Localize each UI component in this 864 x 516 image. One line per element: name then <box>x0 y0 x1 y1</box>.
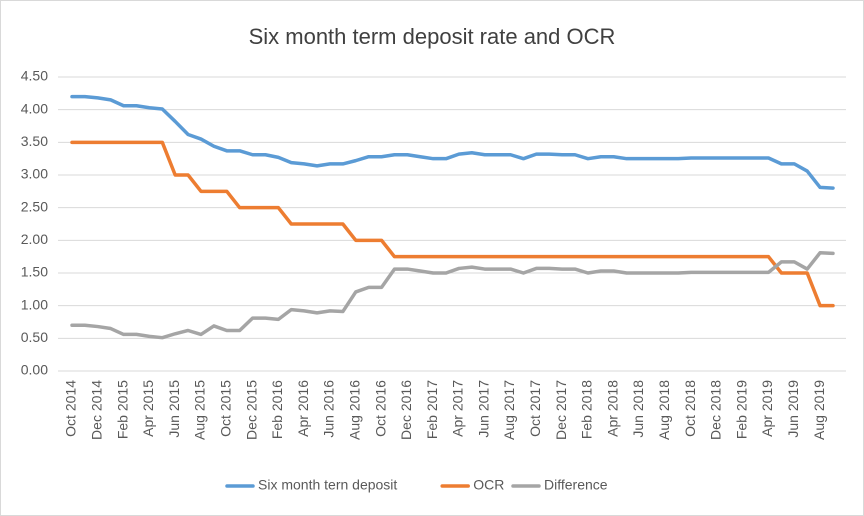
x-tick-label: Feb 2019 <box>733 380 749 439</box>
x-tick-label: Oct 2018 <box>682 380 698 437</box>
y-tick-label: 2.00 <box>21 231 48 247</box>
x-tick-label: Apr 2016 <box>295 380 311 437</box>
chart-title: Six month term deposit rate and OCR <box>249 24 616 49</box>
series-line <box>70 140 835 308</box>
x-tick-label: Apr 2018 <box>604 380 620 437</box>
x-tick-label: Feb 2015 <box>114 380 130 439</box>
x-tick-label: Feb 2017 <box>424 380 440 439</box>
x-tick-label: Jun 2017 <box>475 380 491 438</box>
series-line <box>70 251 835 340</box>
x-tick-label: Jun 2015 <box>166 380 182 438</box>
y-tick-label: 4.00 <box>21 100 48 116</box>
x-tick-label: Oct 2016 <box>372 380 388 437</box>
y-tick-label: 1.50 <box>21 264 48 280</box>
x-tick-label: Aug 2018 <box>656 380 672 440</box>
x-tick-label: Aug 2017 <box>501 380 517 440</box>
x-tick-label: Aug 2015 <box>192 380 208 440</box>
x-tick-label: Oct 2017 <box>527 380 543 437</box>
x-tick-label: Dec 2017 <box>553 380 569 440</box>
y-tick-label: 2.50 <box>21 198 48 214</box>
x-tick-label: Oct 2015 <box>217 380 233 437</box>
y-tick-label: 0.50 <box>21 329 48 345</box>
legend-label: Difference <box>544 477 608 493</box>
y-tick-label: 4.50 <box>21 68 48 84</box>
x-tick-label: Dec 2014 <box>88 380 104 440</box>
y-tick-label: 3.50 <box>21 133 48 149</box>
x-tick-label: Jun 2018 <box>630 380 646 438</box>
x-tick-label: Dec 2016 <box>398 380 414 440</box>
x-tick-label: Oct 2014 <box>63 380 79 437</box>
x-tick-label: Apr 2019 <box>759 380 775 437</box>
y-tick-label: 0.00 <box>21 362 48 378</box>
legend-label: OCR <box>473 477 504 493</box>
legend-label: Six month tern deposit <box>258 477 397 493</box>
y-tick-label: 3.00 <box>21 166 48 182</box>
x-tick-label: Jun 2019 <box>785 380 801 438</box>
x-tick-label: Dec 2015 <box>243 380 259 440</box>
series-line <box>70 94 835 190</box>
y-tick-label: 1.00 <box>21 296 48 312</box>
x-tick-label: Apr 2015 <box>140 380 156 437</box>
x-tick-label: Dec 2018 <box>708 380 724 440</box>
x-tick-label: Feb 2016 <box>269 380 285 439</box>
x-tick-label: Aug 2019 <box>811 380 827 440</box>
x-tick-label: Jun 2016 <box>321 380 337 438</box>
x-tick-label: Apr 2017 <box>450 380 466 437</box>
x-tick-label: Feb 2018 <box>579 380 595 439</box>
x-tick-label: Aug 2016 <box>346 380 362 440</box>
